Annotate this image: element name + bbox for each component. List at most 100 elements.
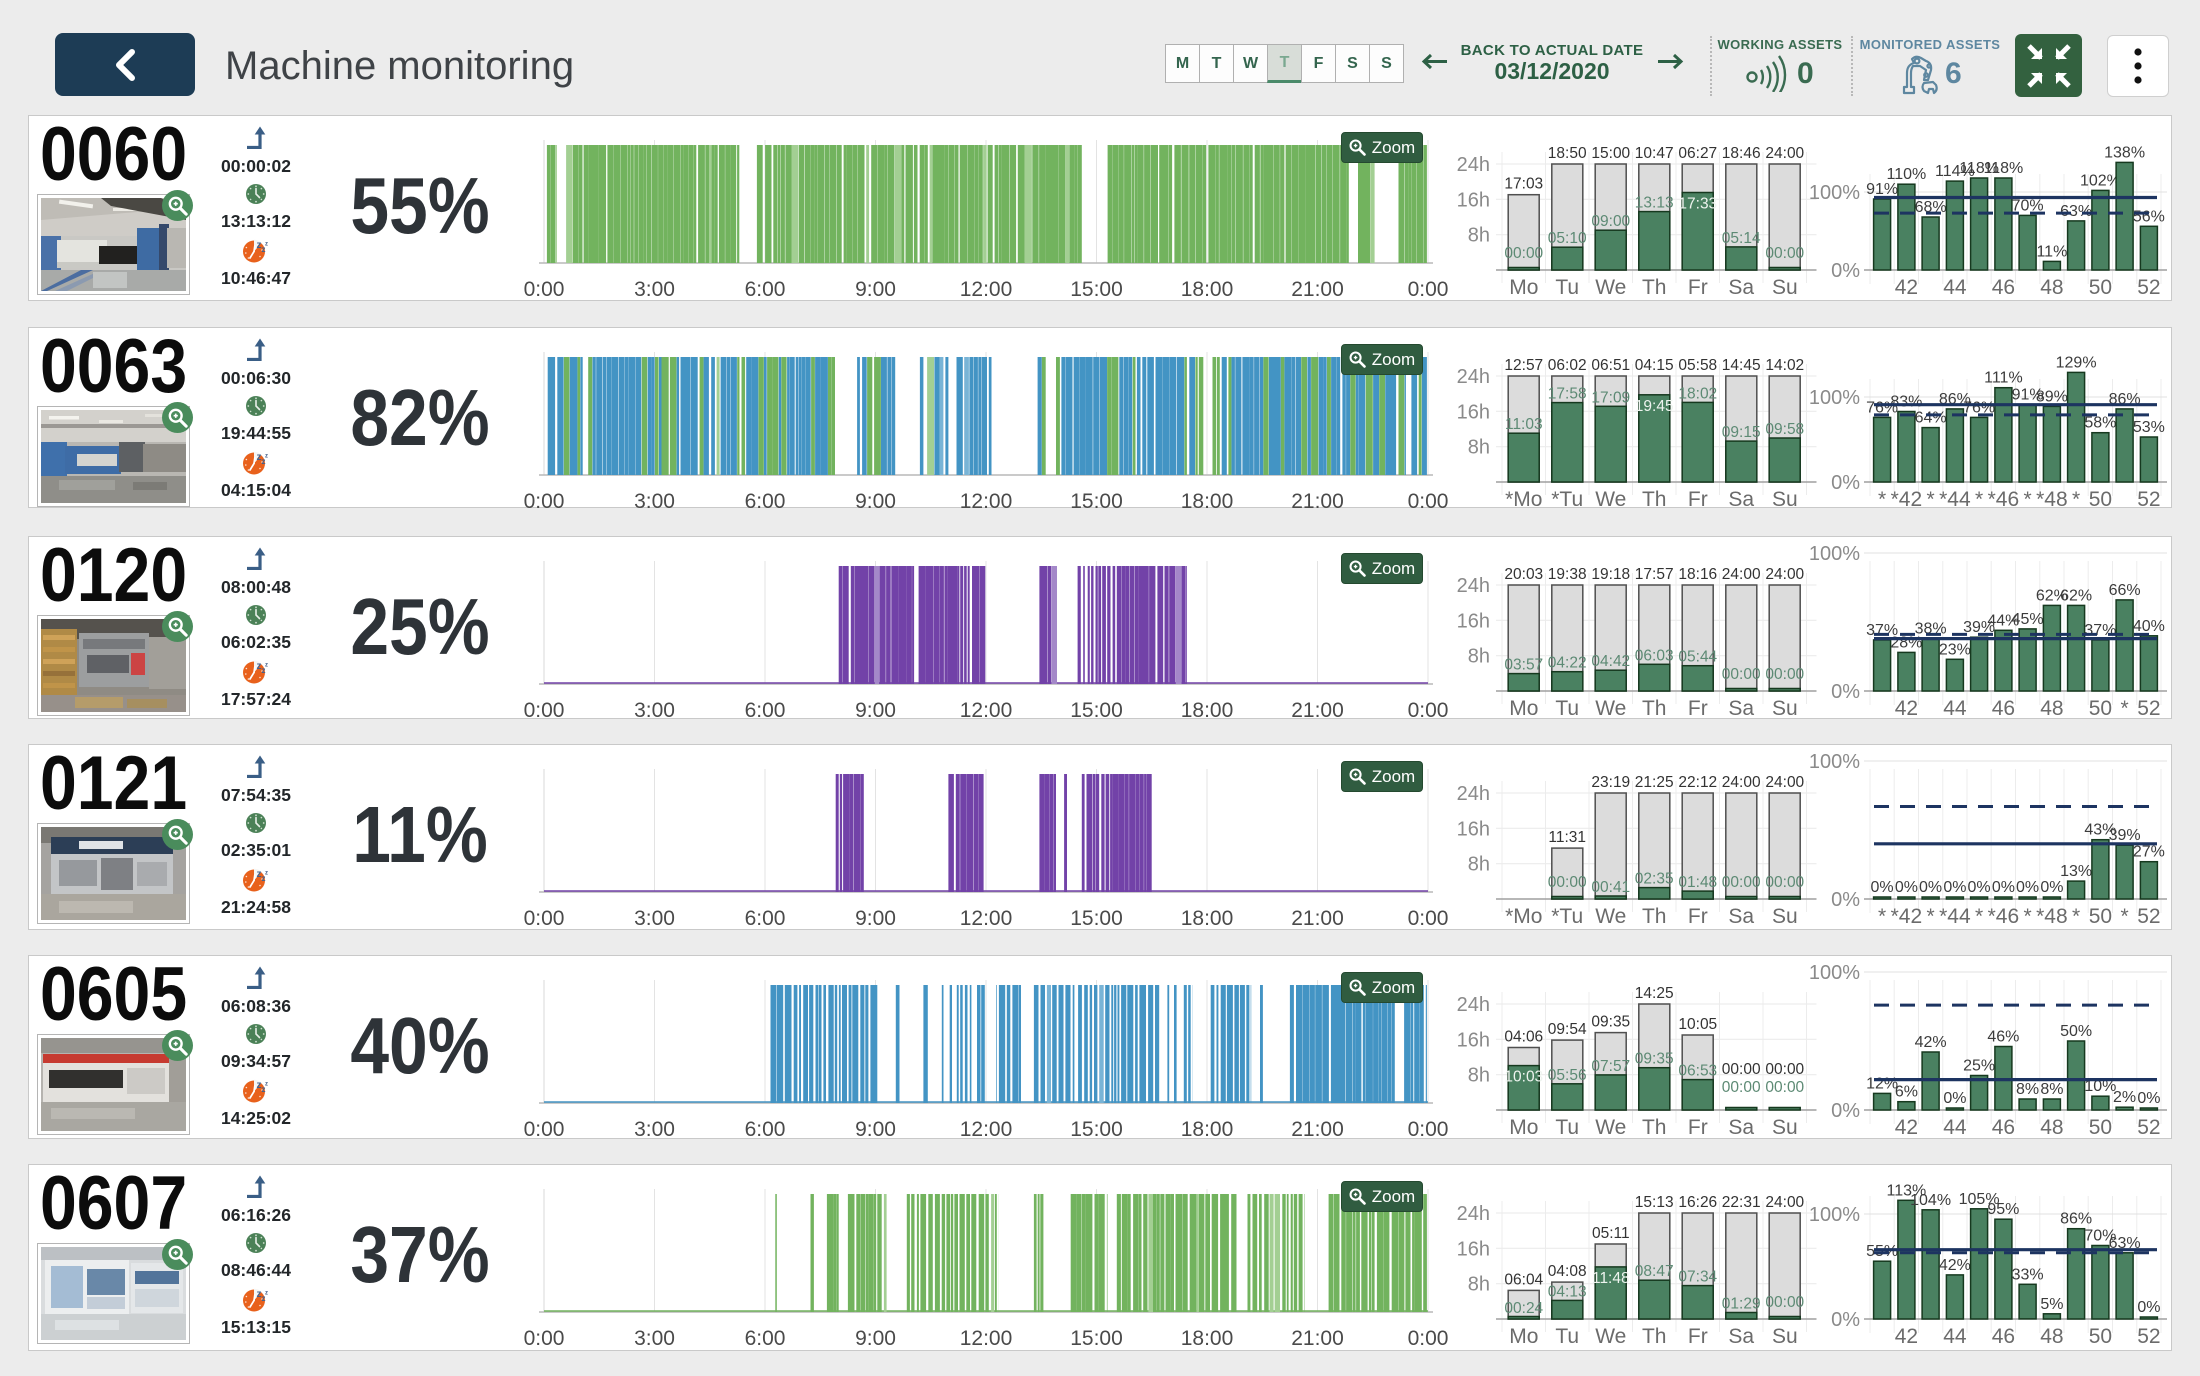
svg-text:14:25: 14:25 xyxy=(1635,985,1674,1002)
svg-text:z: z xyxy=(261,1294,265,1303)
svg-text:0%: 0% xyxy=(1831,681,1860,703)
svg-text:*Tu: *Tu xyxy=(1551,488,1583,509)
svg-text:*44: *44 xyxy=(1939,488,1971,509)
svg-text:100%: 100% xyxy=(1809,751,1860,773)
svg-text:70%: 70% xyxy=(2012,197,2044,214)
svg-text:50: 50 xyxy=(2089,1325,2112,1348)
svg-text:*: * xyxy=(1878,905,1886,928)
svg-text:Fr: Fr xyxy=(1688,697,1708,720)
svg-text:14:02: 14:02 xyxy=(1765,357,1804,374)
svg-text:05:44: 05:44 xyxy=(1678,649,1717,666)
svg-text:Fr: Fr xyxy=(1688,488,1708,509)
svg-text:We: We xyxy=(1595,488,1626,509)
svg-text:Th: Th xyxy=(1642,697,1667,720)
svg-text:10%: 10% xyxy=(2084,1078,2116,1095)
svg-text:00:00: 00:00 xyxy=(1722,666,1761,683)
svg-text:63%: 63% xyxy=(2109,1235,2141,1252)
svg-text:15:00: 15:00 xyxy=(1070,490,1123,509)
svg-text:Mo: Mo xyxy=(1509,697,1538,720)
svg-text:22:31: 22:31 xyxy=(1722,1194,1761,1211)
svg-text:15:00: 15:00 xyxy=(1070,699,1123,720)
svg-text:3:00: 3:00 xyxy=(634,278,675,301)
svg-text:06:27: 06:27 xyxy=(1678,145,1717,162)
svg-text:18:16: 18:16 xyxy=(1678,566,1717,583)
svg-text:07:57: 07:57 xyxy=(1591,1058,1630,1075)
svg-text:05:58: 05:58 xyxy=(1678,357,1717,374)
svg-text:19:38: 19:38 xyxy=(1548,566,1587,583)
svg-text:17:58: 17:58 xyxy=(1548,386,1587,403)
svg-text:*: * xyxy=(1878,488,1886,509)
svg-text:Sa: Sa xyxy=(1728,488,1754,509)
svg-text:05:14: 05:14 xyxy=(1722,230,1761,247)
svg-text:11:48: 11:48 xyxy=(1592,1270,1630,1287)
svg-text:20:03: 20:03 xyxy=(1504,566,1543,583)
svg-text:21:00: 21:00 xyxy=(1291,1118,1344,1140)
svg-text:09:00: 09:00 xyxy=(1591,213,1630,230)
svg-text:Sa: Sa xyxy=(1728,905,1754,928)
svg-text:*Mo: *Mo xyxy=(1505,488,1542,509)
svg-text:16h: 16h xyxy=(1457,1238,1490,1260)
svg-text:21:25: 21:25 xyxy=(1635,774,1674,791)
svg-text:12:00: 12:00 xyxy=(960,1118,1013,1140)
svg-text:100%: 100% xyxy=(1809,962,1860,984)
svg-text:0:00: 0:00 xyxy=(524,1118,565,1140)
svg-text:45%: 45% xyxy=(2012,611,2044,628)
svg-text:48: 48 xyxy=(2040,697,2063,720)
svg-text:12:57: 12:57 xyxy=(1504,357,1543,374)
svg-text:10:47: 10:47 xyxy=(1635,145,1674,162)
svg-text:19:18: 19:18 xyxy=(1591,566,1630,583)
svg-text:We: We xyxy=(1595,1116,1626,1139)
svg-text:Sa: Sa xyxy=(1728,276,1754,299)
svg-text:09:15: 09:15 xyxy=(1722,424,1761,441)
svg-text:42: 42 xyxy=(1895,1116,1918,1139)
svg-text:17:03: 17:03 xyxy=(1504,176,1543,193)
svg-text:0:00: 0:00 xyxy=(1408,1327,1449,1350)
svg-text:118%: 118% xyxy=(1984,160,2024,177)
svg-text:18:00: 18:00 xyxy=(1181,699,1234,720)
svg-text:8h: 8h xyxy=(1468,646,1490,668)
svg-text:44: 44 xyxy=(1943,1325,1967,1348)
svg-text:16h: 16h xyxy=(1457,610,1490,632)
svg-text:91%: 91% xyxy=(2012,387,2044,404)
svg-text:0:00: 0:00 xyxy=(524,278,565,301)
svg-text:24:00: 24:00 xyxy=(1722,774,1761,791)
svg-text:6:00: 6:00 xyxy=(745,907,786,930)
svg-text:06:53: 06:53 xyxy=(1678,1063,1717,1080)
svg-text:0:00: 0:00 xyxy=(524,907,565,930)
svg-text:15:00: 15:00 xyxy=(1070,1118,1123,1140)
svg-text:z: z xyxy=(261,245,265,254)
svg-text:0:00: 0:00 xyxy=(524,1327,565,1350)
svg-text:22:12: 22:12 xyxy=(1678,774,1717,791)
svg-text:13:13: 13:13 xyxy=(1635,195,1674,212)
svg-text:18:50: 18:50 xyxy=(1548,145,1587,162)
svg-text:Th: Th xyxy=(1642,276,1667,299)
svg-text:16h: 16h xyxy=(1457,189,1490,211)
svg-text:12%: 12% xyxy=(1866,1075,1898,1092)
svg-text:2%: 2% xyxy=(2113,1089,2136,1106)
svg-text:05:11: 05:11 xyxy=(1592,1225,1630,1242)
svg-text:00:00: 00:00 xyxy=(1765,1061,1804,1078)
svg-text:*: * xyxy=(2121,697,2129,720)
svg-text:19:45: 19:45 xyxy=(1635,398,1674,415)
svg-text:8h: 8h xyxy=(1468,1065,1490,1087)
svg-text:50: 50 xyxy=(2089,276,2112,299)
svg-text:42: 42 xyxy=(1895,1325,1918,1348)
svg-text:0%: 0% xyxy=(1968,879,1991,896)
svg-text:00:00: 00:00 xyxy=(1548,874,1587,891)
svg-text:00:24: 00:24 xyxy=(1504,1300,1543,1317)
svg-text:00:00: 00:00 xyxy=(1722,1079,1761,1096)
svg-text:104%: 104% xyxy=(1910,1192,1951,1209)
svg-text:Su: Su xyxy=(1772,1116,1798,1139)
svg-text:9:00: 9:00 xyxy=(855,490,896,509)
svg-text:z: z xyxy=(261,874,265,883)
svg-text:z: z xyxy=(265,1082,268,1088)
svg-text:44: 44 xyxy=(1943,1116,1967,1139)
svg-text:18:00: 18:00 xyxy=(1181,278,1234,301)
svg-text:86%: 86% xyxy=(2060,1211,2092,1228)
svg-text:16h: 16h xyxy=(1457,401,1490,423)
svg-text:07:34: 07:34 xyxy=(1678,1269,1717,1286)
svg-text:46: 46 xyxy=(1992,276,2015,299)
svg-text:21:00: 21:00 xyxy=(1291,490,1344,509)
svg-text:z: z xyxy=(256,1289,261,1300)
svg-text:0%: 0% xyxy=(2137,1090,2160,1107)
